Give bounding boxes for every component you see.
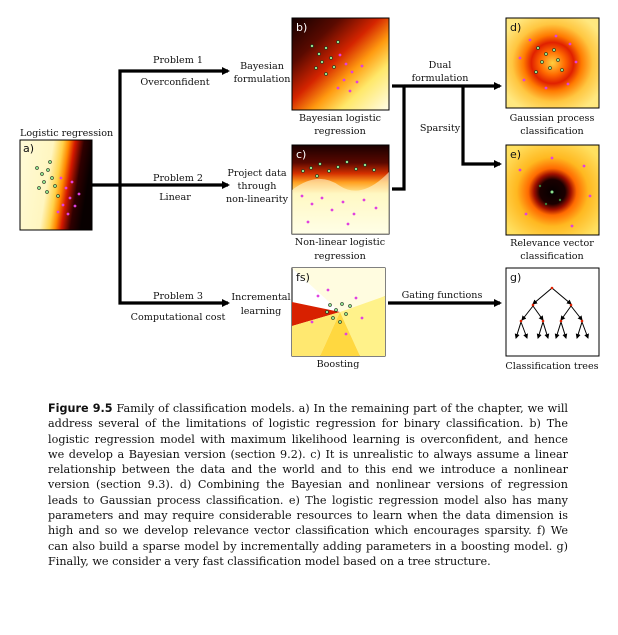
node-label-classification-trees: Classification trees bbox=[505, 361, 598, 372]
panel-f-boosting: fs) bbox=[291, 267, 386, 357]
edge-label-gating-functions: Gating functions bbox=[402, 290, 483, 301]
edge-label-sparsity: Sparsity bbox=[420, 123, 461, 134]
edge-label-problem-2: Problem 2 bbox=[153, 173, 203, 184]
edge-label-computational-cost: Computational cost bbox=[131, 312, 226, 323]
arrow-problem1 bbox=[118, 67, 230, 185]
panel-b-bayesian-logistic-regression: b) bbox=[291, 17, 390, 111]
step-label-non-linearity: non-linearity bbox=[226, 194, 289, 205]
panel-f-points bbox=[310, 288, 364, 336]
panel-g-classification-trees: g) bbox=[505, 267, 600, 357]
connector-arrows bbox=[92, 67, 502, 307]
panel-label-f: fs) bbox=[296, 271, 310, 284]
panel-c-nonlinear-logistic-regression: c) bbox=[291, 144, 390, 235]
node-label-regression-c: regression bbox=[314, 251, 366, 262]
panel-c-points bbox=[300, 160, 378, 226]
panel-e-points bbox=[518, 156, 592, 228]
tree-edges bbox=[514, 287, 589, 339]
step-label-project-data: Project data bbox=[227, 168, 286, 179]
node-label-classification-d: classification bbox=[520, 126, 583, 137]
node-label-nonlinear-logistic: Non-linear logistic bbox=[295, 237, 385, 248]
panel-label-e: e) bbox=[510, 148, 521, 161]
tree-nodes bbox=[519, 286, 584, 323]
panel-a-logistic-regression: a) bbox=[19, 139, 93, 231]
arrow-problem3 bbox=[118, 185, 230, 307]
node-label-logistic-regression: Logistic regression bbox=[20, 128, 113, 139]
panel-d-gaussian-process-classification: d) bbox=[505, 17, 600, 109]
step-label-formulation: formulation bbox=[234, 74, 291, 85]
step-label-through: through bbox=[238, 181, 277, 192]
arrow-sparsity bbox=[461, 86, 502, 168]
node-label-bayesian-logistic: Bayesian logistic bbox=[299, 113, 381, 124]
panel-a-points bbox=[35, 160, 81, 216]
figure-caption: Figure 9.5 Family of classification mode… bbox=[48, 401, 568, 569]
edge-label-dual: Dual bbox=[429, 60, 452, 71]
node-label-relevance-vector: Relevance vector bbox=[510, 238, 594, 249]
edge-label-problem-1: Problem 1 bbox=[153, 55, 203, 66]
figure-label: Figure 9.5 bbox=[48, 402, 113, 415]
panel-e-relevance-vector-classification: e) bbox=[505, 144, 600, 236]
arrow-nonlinear-to-junction bbox=[392, 86, 406, 191]
edge-label-problem-3: Problem 3 bbox=[153, 291, 203, 302]
panel-label-g: g) bbox=[510, 271, 521, 284]
panel-b-points bbox=[310, 40, 364, 93]
caption-text: Family of classification models. a) In t… bbox=[48, 402, 568, 568]
step-label-bayesian: Bayesian bbox=[240, 61, 284, 72]
panel-label-b: b) bbox=[296, 21, 307, 34]
step-label-learning: learning bbox=[241, 306, 282, 317]
panel-d-points bbox=[518, 34, 578, 90]
panel-label-d: d) bbox=[510, 21, 521, 34]
node-label-boosting: Boosting bbox=[317, 359, 360, 370]
node-label-regression-b: regression bbox=[314, 126, 366, 137]
classification-family-diagram: a) Logistic regression Problem 1 Overcon… bbox=[19, 17, 600, 372]
panel-label-c: c) bbox=[296, 148, 306, 161]
panel-label-a: a) bbox=[23, 142, 34, 155]
edge-label-linear: Linear bbox=[159, 192, 191, 203]
node-label-gaussian-process: Gaussian process bbox=[510, 113, 595, 124]
edge-label-overconfident: Overconfident bbox=[140, 77, 209, 88]
node-label-classification-e: classification bbox=[520, 251, 583, 262]
edge-label-formulation: formulation bbox=[412, 73, 469, 84]
step-label-incremental: Incremental bbox=[231, 292, 290, 303]
